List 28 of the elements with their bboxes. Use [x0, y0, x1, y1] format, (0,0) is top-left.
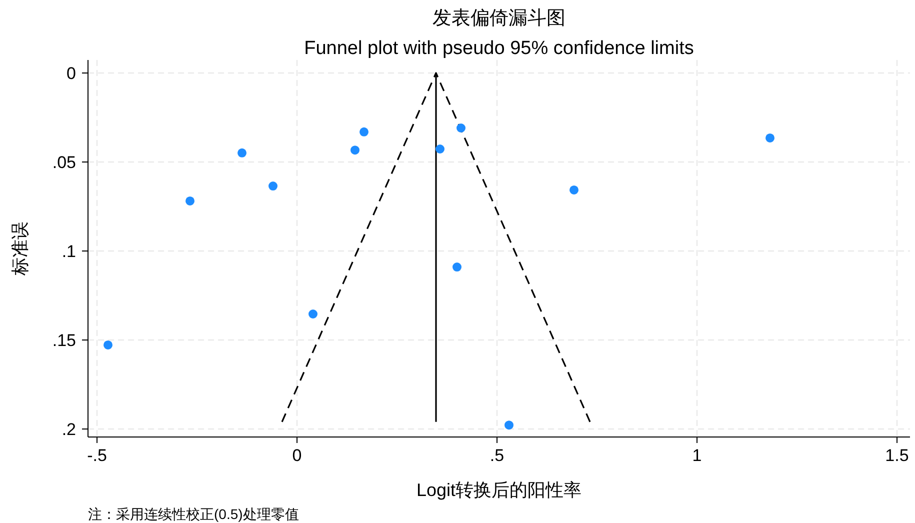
point — [308, 310, 318, 319]
point — [766, 133, 774, 142]
point — [456, 123, 466, 132]
y-tick-label: .2 — [62, 420, 76, 439]
chart-subtitle: Funnel plot with pseudo 95% confidence limits — [304, 38, 694, 59]
chart-title: 发表偏倚漏斗图 — [432, 8, 566, 29]
text: 注：采用连续性校正(0.5)处理零值 — [88, 506, 299, 522]
point — [360, 127, 368, 136]
x-tick-label: 0 — [292, 446, 302, 465]
x-tick-label: .5 — [490, 446, 504, 465]
point — [238, 148, 246, 158]
x-axis-title: Logit转换后的阳性率 — [416, 480, 582, 500]
point — [570, 185, 578, 194]
x-tick-label: 1 — [692, 446, 702, 465]
point — [504, 420, 514, 430]
y-tick-label: .05 — [52, 152, 76, 172]
point — [186, 196, 194, 206]
y-tick-label: 0 — [66, 64, 76, 83]
point — [268, 182, 278, 191]
point — [436, 144, 444, 154]
x-tick-label: -.5 — [87, 446, 107, 465]
x-tick-label: 1.5 — [885, 446, 909, 465]
y-tick-label: .1 — [62, 242, 76, 261]
point — [452, 262, 462, 272]
point — [104, 340, 112, 350]
point — [350, 146, 360, 155]
y-axis-title: 标准误 — [10, 222, 30, 276]
y-tick-label: .15 — [52, 330, 76, 350]
